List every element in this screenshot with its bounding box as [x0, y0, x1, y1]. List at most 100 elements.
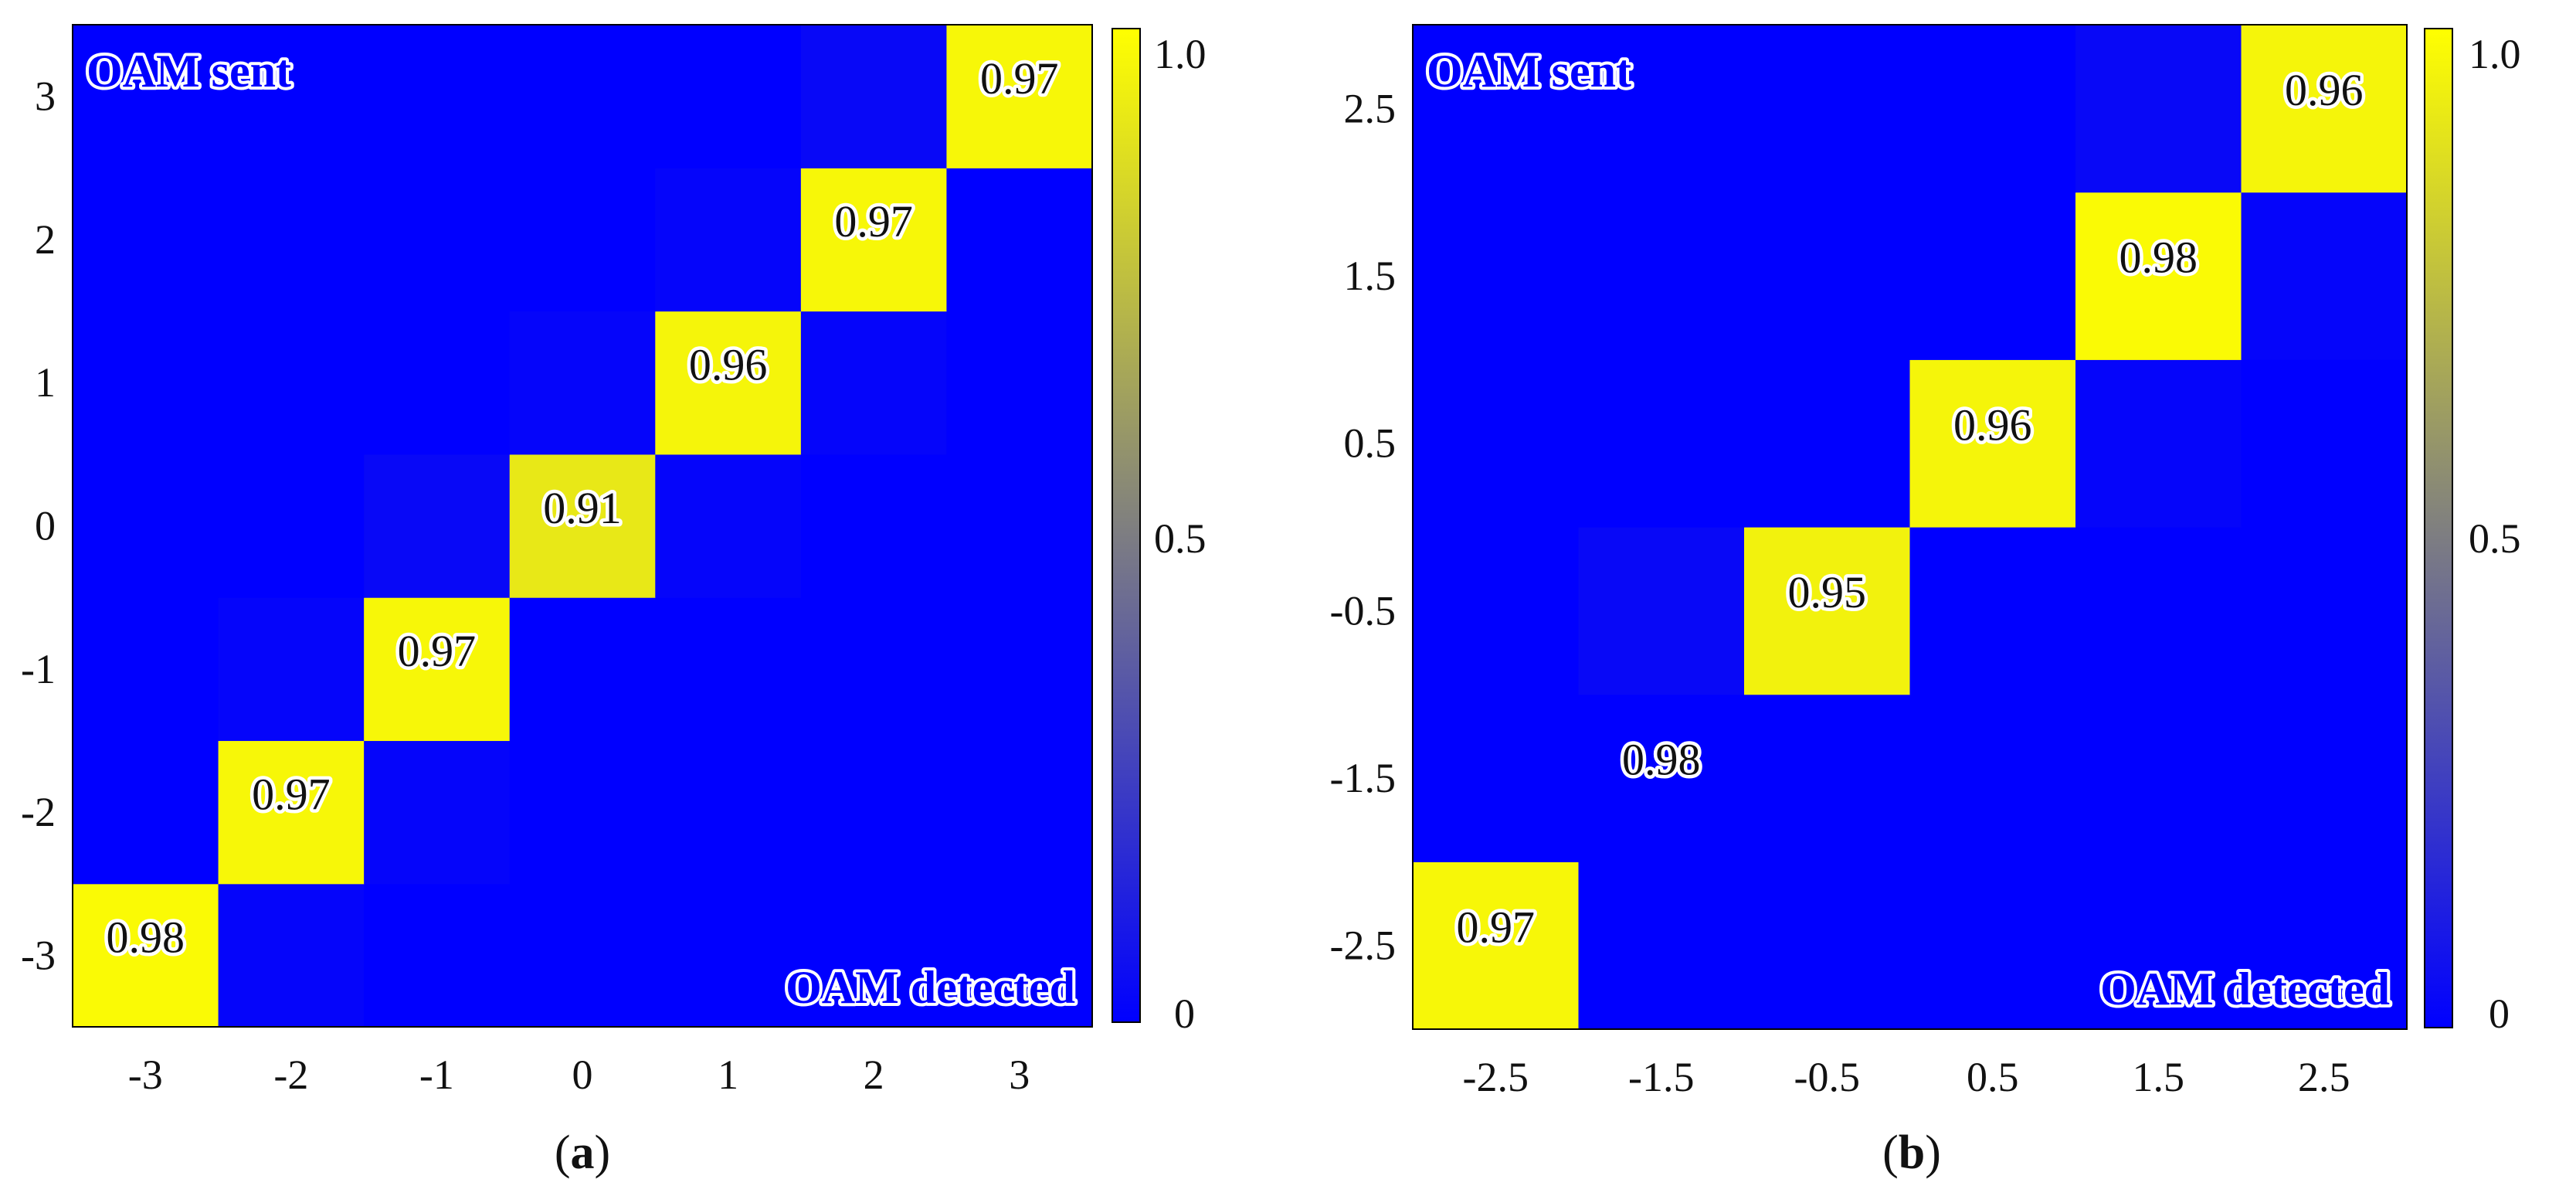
- x-tick-label: 2.5: [2298, 1054, 2350, 1100]
- heatmap-cell: [1744, 25, 1911, 193]
- cell-value-label: 0.98: [107, 912, 185, 963]
- heatmap-cell: [946, 311, 1093, 455]
- heatmap-panel-a: 0.980.970.970.910.960.970.97 -3 -2 -1 0 1 2 3 …: [21, 24, 1207, 1179]
- heatmap-cell: [655, 454, 802, 598]
- heatmap-cell: [218, 597, 365, 742]
- heatmap-cell: [655, 25, 802, 168]
- x-tick-label: 0.5: [1967, 1054, 2019, 1100]
- heatmap-cell: [1744, 527, 1911, 695]
- cell-labels-b: 0.97 0.98 0.95 0.96 0.98 0.96: [1453, 62, 2367, 956]
- panel-label-a-close: ): [595, 1127, 611, 1179]
- heatmap-cell: [1744, 861, 1911, 1030]
- heatmap-cell: [364, 883, 511, 1028]
- heatmap-cell: [2241, 861, 2408, 1030]
- heatmap-cell: [2241, 192, 2408, 360]
- x-tick-label: -2: [273, 1052, 308, 1098]
- heatmap-cell: [364, 168, 511, 312]
- x-tick-label: 3: [1009, 1052, 1030, 1098]
- panel-label-b-letter: b: [1899, 1127, 1925, 1179]
- heatmap-cell: [2241, 694, 2408, 862]
- cell-value-label: 0.97: [834, 196, 913, 246]
- y-tick-label: 0.5: [1344, 420, 1397, 467]
- x-tick-labels-a: -3 -2 -1 0 1 2 3: [128, 1052, 1030, 1098]
- x-tick-label: -1.5: [1628, 1054, 1694, 1100]
- colorbar-tick-max-b: 1.0: [2469, 31, 2521, 77]
- heatmap-cell: [1413, 192, 1580, 360]
- heatmap-cell: [1744, 359, 1911, 528]
- heatmap-cell: [73, 454, 219, 598]
- heatmap-cells-a: [73, 25, 1093, 1028]
- heatmap-cell: [1413, 25, 1580, 193]
- heatmap-cell: [364, 740, 511, 885]
- y-tick-label: -2: [21, 789, 56, 835]
- heatmap-cell: [655, 311, 802, 455]
- heatmap-cell: [946, 740, 1093, 885]
- cell-value-label: 0.97: [252, 769, 331, 819]
- cell-value-label: 0.98: [2120, 233, 2198, 283]
- heatmap-cell: [1578, 694, 1745, 862]
- heatmap-cell: [1578, 861, 1745, 1030]
- heatmap-cell: [364, 311, 511, 455]
- cell-value-label: 0.96: [689, 340, 768, 390]
- x-tick-label: -2.5: [1463, 1054, 1529, 1100]
- heatmap-cell: [1578, 192, 1745, 360]
- colorbar-tick-mid-a: 0.5: [1154, 515, 1207, 562]
- heatmap-cell: [800, 168, 948, 312]
- x-tick-label: 2: [864, 1052, 884, 1098]
- heatmap-cell: [1413, 359, 1580, 528]
- plot-frame-b: [1412, 24, 2408, 1030]
- y-tick-label: 3: [35, 73, 56, 120]
- heatmap-cell: [800, 311, 948, 455]
- panel-label-b-open: (: [1882, 1127, 1899, 1179]
- x-tick-label: 0: [572, 1052, 593, 1098]
- heatmap-cells-b: [1413, 25, 2408, 1030]
- heatmap-cell: [1578, 25, 1745, 193]
- heatmap-cell: [1413, 861, 1580, 1030]
- x-tick-label: -3: [128, 1052, 163, 1098]
- x-tick-label: -1: [419, 1052, 454, 1098]
- heatmap-cell: [1909, 25, 2076, 193]
- cell-labels-a: 0.98 0.97 0.97 0.91 0.96 0.97 0.97: [103, 49, 1062, 966]
- heatmap-cell: [218, 25, 365, 168]
- heatmap-cell: [946, 597, 1093, 742]
- y-tick-labels-a: -3 -2 -1 0 1 2 3: [21, 73, 56, 979]
- cell-value-label: 0.96: [2285, 65, 2364, 115]
- heatmap-cell: [218, 883, 365, 1028]
- heatmap-cell: [364, 454, 511, 598]
- cell-value-label: 0.95: [1788, 567, 1867, 617]
- heatmap-cell: [218, 454, 365, 598]
- cell-value-label: 0.96: [1953, 399, 2032, 450]
- heatmap-cell: [509, 454, 656, 598]
- heatmap-cell: [509, 883, 656, 1028]
- heatmap-cell: [73, 597, 219, 742]
- heatmap-cell: [2075, 694, 2242, 862]
- heatmap-cell: [1909, 192, 2076, 360]
- heatmap-cell: [218, 740, 365, 885]
- heatmap-cell: [73, 740, 219, 885]
- heatmap-cell: [218, 168, 365, 312]
- x-tick-label: 1: [718, 1052, 738, 1098]
- colorbar-tick-min-b: 0: [2489, 991, 2510, 1037]
- heatmap-cell: [2075, 527, 2242, 695]
- heatmap-cell: [1909, 359, 2076, 528]
- y-tick-label: 2: [35, 216, 56, 263]
- x-tick-labels-b: -2.5 -1.5 -0.5 0.5 1.5 2.5: [1463, 1054, 2350, 1100]
- y-tick-label: -1: [21, 646, 56, 692]
- cell-value-label: 0.97: [980, 53, 1059, 104]
- heatmap-cell: [218, 311, 365, 455]
- heatmap-cell: [2075, 192, 2242, 360]
- heatmap-cell: [364, 597, 511, 742]
- colorbar-tick-max-a: 1.0: [1154, 31, 1207, 77]
- colorbar-b: [2424, 28, 2453, 1028]
- heatmap-cell: [2241, 527, 2408, 695]
- heatmap-cell: [509, 597, 656, 742]
- heatmap-cell: [2075, 359, 2242, 528]
- panel-label-b: (b): [1882, 1127, 1941, 1179]
- panel-label-a-open: (: [555, 1127, 571, 1179]
- y-tick-labels-b: -2.5 -1.5 -0.5 0.5 1.5 2.5: [1330, 85, 1396, 968]
- heatmap-cell: [73, 311, 219, 455]
- heatmap-cell: [655, 597, 802, 742]
- heatmap-cell: [1909, 694, 2076, 862]
- heatmap-cell: [1744, 192, 1911, 360]
